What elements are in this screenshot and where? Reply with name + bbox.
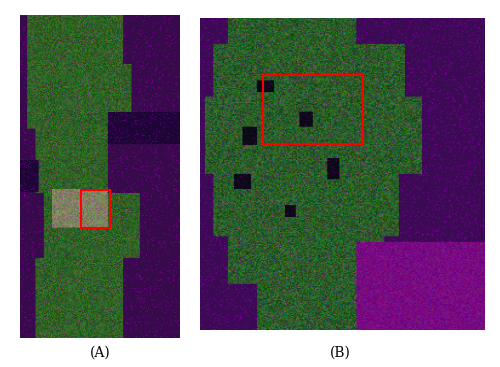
- Text: (B): (B): [330, 345, 350, 359]
- Bar: [264, 75, 363, 143]
- Text: (A): (A): [90, 345, 110, 359]
- Bar: [82, 190, 110, 228]
